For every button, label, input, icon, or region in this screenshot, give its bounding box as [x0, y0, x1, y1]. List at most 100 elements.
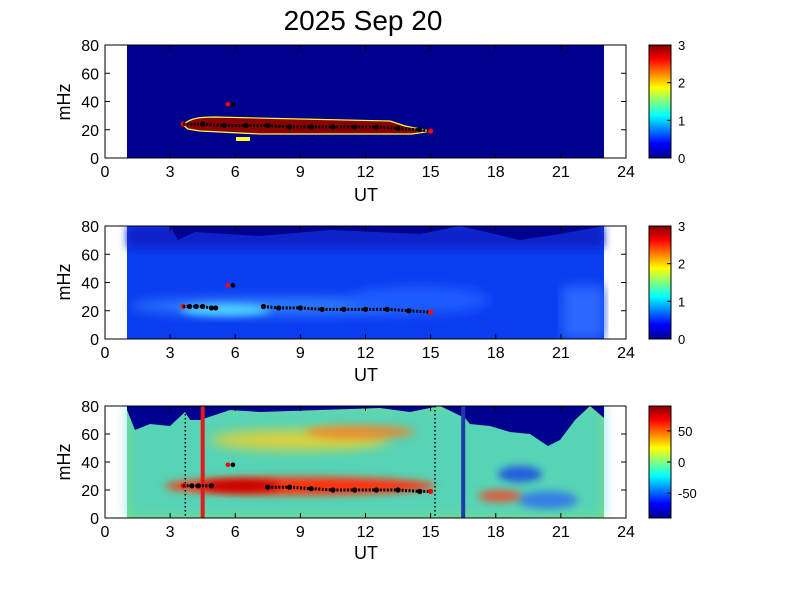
panel-1-track-segment: [397, 126, 420, 132]
panel-3-colorbar-label: -50: [678, 486, 697, 501]
panel-2-colorbar-label: 3: [678, 219, 685, 234]
panel-2-xtick-label: 9: [296, 345, 305, 362]
panel-1-axes: 0 3 6 9 12 15 18 21 24 0 20 40 60 80: [81, 38, 635, 181]
panel-2-track-segment: [408, 309, 431, 314]
panel-1-heatmap-background: [127, 45, 604, 158]
panel-2-xtick-label: 15: [422, 345, 440, 362]
panel-3-xtick-label: 18: [487, 524, 505, 541]
panel-1-track-segment: [202, 122, 225, 128]
panel-2-xlabel: UT: [354, 365, 378, 385]
panel-3-track-point: [208, 483, 214, 489]
panel-3-ytick-label: 40: [81, 455, 99, 472]
panel-2-xtick-label: 24: [617, 345, 635, 362]
panel-1-xtick-label: 12: [357, 164, 375, 181]
panel-2-track-segment: [387, 307, 410, 313]
panel-2-ytick-label: 60: [81, 247, 99, 264]
panel-1-ytick-label: 80: [81, 38, 99, 55]
panel-3-orange-region: [305, 425, 415, 439]
panel-3-isolated-point: [225, 462, 231, 468]
panel-2-isolated-point: [225, 283, 231, 288]
panel-2-ytick-label: 20: [81, 304, 99, 321]
panel-2-xtick-label: 0: [101, 345, 110, 362]
panel-3-xtick-label: 6: [231, 524, 240, 541]
panel-3-colorbar-label: 50: [678, 424, 692, 439]
panel-3-dark-red-band: [200, 480, 280, 492]
panel-3-blue-region: [518, 491, 578, 509]
panel-2-xtick-label: 21: [552, 345, 570, 362]
panel-1-ytick-label: 0: [90, 151, 99, 168]
panel-3-blue-spot: [498, 466, 542, 482]
panel-2-track-point: [213, 305, 219, 311]
panel-1-xlabel: UT: [354, 185, 378, 205]
panel-2-xtick-label: 12: [357, 345, 375, 362]
panel-1-heatmap: [127, 45, 604, 158]
panel-3-xtick-label: 3: [166, 524, 175, 541]
panel-2-colorbar-label: 0: [678, 332, 685, 347]
panel-1-colorbar-label: 2: [678, 76, 685, 91]
panel-3-gap-region: [127, 406, 604, 446]
panel-1-xtick-label: 3: [166, 164, 175, 181]
panel-3-xtick-label: 0: [101, 524, 110, 541]
panel-1-ylabel: mHz: [54, 84, 74, 121]
panel-3-xtick-label: 24: [617, 524, 635, 541]
panel-2-xtick-label: 6: [231, 345, 240, 362]
panel-2-track-segment: [300, 306, 323, 311]
panel-1-track: [180, 102, 434, 134]
panel-3-track-segment: [289, 485, 312, 491]
panel-1-xtick-label: 18: [487, 164, 505, 181]
panel-2-ytick-label: 0: [90, 332, 99, 349]
panel-1-track-segment: [419, 128, 431, 133]
panel-1-colorbar: 0 1 2 3: [648, 38, 685, 166]
panel-3-track-segment: [311, 487, 334, 492]
panel-2-colorbar-label: 1: [678, 294, 685, 309]
panel-1-ytick-label: 40: [81, 95, 99, 112]
panel-3-isolated-point: [230, 462, 236, 468]
panel-3-ytick-label: 80: [81, 399, 99, 416]
panel-2-ytick-label: 80: [81, 219, 99, 236]
panel-3-xlabel: UT: [354, 543, 378, 563]
panel-1-ytick-label: 20: [81, 123, 99, 140]
panel-1-ytick-label: 60: [81, 66, 99, 83]
panel-3-heatmap: [127, 406, 604, 518]
panel-2-xtick-label: 18: [487, 345, 505, 362]
panel-1-colorbar-label: 0: [678, 151, 685, 166]
panel-2-ytick-label: 40: [81, 276, 99, 293]
panel-3-colorbar-label: 0: [678, 455, 685, 470]
panel-1-xtick-label: 0: [101, 164, 110, 181]
panel-2-colorbar-scale: [648, 225, 672, 340]
panel-2-isolated-point: [230, 283, 236, 288]
panel-2-heatmap: [127, 226, 604, 339]
panel-2-track: [180, 283, 434, 315]
panel-3-xtick-label: 15: [422, 524, 440, 541]
panel-3-xtick-label: 21: [552, 524, 570, 541]
panel-1-xtick-label: 15: [422, 164, 440, 181]
panel-1-isolated-point: [225, 102, 231, 107]
panel-3-colorbar: 50 0 -50: [648, 405, 697, 519]
panel-3-axes: 0 3 6 9 12 15 18 21 24 0 20 40 60 80: [81, 399, 635, 541]
panel-3-ylabel: mHz: [54, 444, 74, 481]
panel-3-xtick-label: 12: [357, 524, 375, 541]
panel-2-late-region: [562, 286, 604, 339]
panel-2-track-point: [428, 309, 434, 315]
panel-2-diffuse-region: [350, 286, 490, 314]
panel-3: 0 3 6 9 12 15 18 21 24 0 20 40 60 80 UT mHz 50 0 -50: [54, 399, 697, 563]
panel-3-red-spot: [478, 490, 522, 502]
panel-3-ytick-label: 20: [81, 483, 99, 500]
panel-1-isolated-point: [230, 102, 236, 107]
panel-1-power-spot: [236, 137, 250, 141]
panel-2-axes: 0 3 6 9 12 15 18 21 24 0 20 40 60 80: [81, 219, 635, 362]
panel-1-track-point: [428, 128, 434, 134]
panel-3-track-segment: [397, 488, 420, 493]
panel-3-ytick-label: 0: [90, 511, 99, 528]
panel-2-track-segment: [263, 305, 279, 310]
panel-3-ytick-label: 60: [81, 427, 99, 444]
panel-1-colorbar-label: 3: [678, 38, 685, 53]
panel-2-colorbar: 0 1 2 3: [648, 219, 685, 347]
chart-title: 2025 Sep 20: [284, 5, 443, 36]
panel-2-ylabel: mHz: [54, 264, 74, 301]
panel-1-xtick-label: 24: [617, 164, 635, 181]
panel-1-xtick-label: 6: [231, 164, 240, 181]
